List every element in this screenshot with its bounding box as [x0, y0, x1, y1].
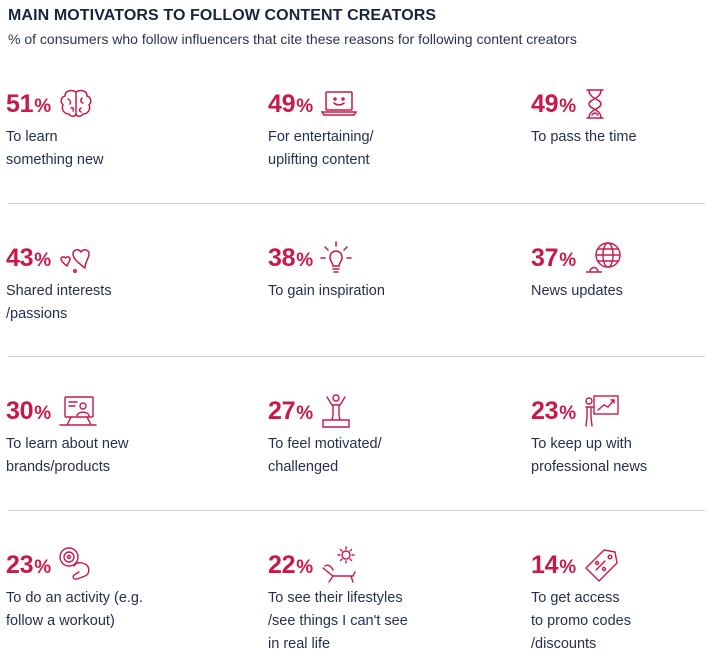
stat-cell: 30% To learn about new brands/products	[6, 391, 236, 479]
page-title: MAIN MOTIVATORS TO FOLLOW CONTENT CREATO…	[8, 7, 437, 24]
stat-label: Shared interests /passions	[6, 283, 112, 322]
stat-label: News updates	[531, 283, 623, 299]
stat-value: 22%	[268, 550, 313, 579]
stat-value: 14%	[531, 550, 576, 579]
page-subtitle: % of consumers who follow influencers th…	[8, 31, 577, 47]
stat-cell: 49% For entertaining/ uplifting content	[268, 84, 498, 172]
globe-icon	[582, 240, 624, 276]
stat-value: 37%	[531, 243, 576, 272]
workout-icon	[57, 546, 97, 584]
stat-label: For entertaining/ uplifting content	[268, 129, 374, 168]
stat-label: To do an activity (e.g. follow a workout…	[6, 590, 144, 629]
brain-icon	[57, 87, 95, 121]
stat-cell: 43% Shared interests /passions	[6, 238, 236, 326]
stat-label: To learn about new brands/products	[6, 436, 129, 475]
winner-podium-icon	[319, 393, 353, 429]
stat-value: 49%	[268, 89, 313, 118]
stat-cell: 38% To gain inspiration	[268, 238, 498, 303]
sun-lounger-icon	[319, 546, 361, 584]
stat-value: 51%	[6, 89, 51, 118]
stat-cell: 23% To keep up with professional news	[531, 391, 716, 479]
discount-tag-icon	[582, 546, 620, 584]
growth-board-icon	[582, 393, 622, 429]
stat-cell: 22% To see their lifestyles /see things …	[268, 545, 498, 656]
stat-value: 23%	[531, 396, 576, 425]
lightbulb-icon	[319, 240, 353, 276]
stat-label: To feel motivated/ challenged	[268, 436, 382, 475]
stat-cell: 14% To get access to promo codes /discou…	[531, 545, 716, 656]
stat-label: To keep up with professional news	[531, 436, 648, 475]
presenter-screen-icon	[57, 394, 99, 428]
stat-value: 49%	[531, 89, 576, 118]
stat-value: 38%	[268, 243, 313, 272]
stat-label: To learn something new	[6, 129, 104, 168]
row-divider	[8, 203, 705, 204]
stat-value: 43%	[6, 243, 51, 272]
stat-cell: 51% To learn something new	[6, 84, 236, 172]
stat-cell: 27% To feel motivated/ challenged	[268, 391, 498, 479]
stat-label: To get access to promo codes /discounts	[531, 590, 631, 652]
stat-cell: 37% News updates	[531, 238, 716, 303]
row-divider	[8, 356, 705, 357]
stat-value: 23%	[6, 550, 51, 579]
row-divider	[8, 510, 705, 511]
laptop-smile-icon	[319, 88, 359, 120]
hourglass-icon	[582, 87, 608, 121]
stat-value: 30%	[6, 396, 51, 425]
stat-cell: 49% To pass the time	[531, 84, 716, 149]
stat-cell: 23% To do an activity (e.g. follow a wor…	[6, 545, 236, 633]
stat-label: To see their lifestyles /see things I ca…	[268, 590, 408, 652]
stat-label: To pass the time	[531, 129, 637, 145]
hearts-icon	[57, 242, 97, 274]
stat-value: 27%	[268, 396, 313, 425]
stat-label: To gain inspiration	[268, 283, 385, 299]
